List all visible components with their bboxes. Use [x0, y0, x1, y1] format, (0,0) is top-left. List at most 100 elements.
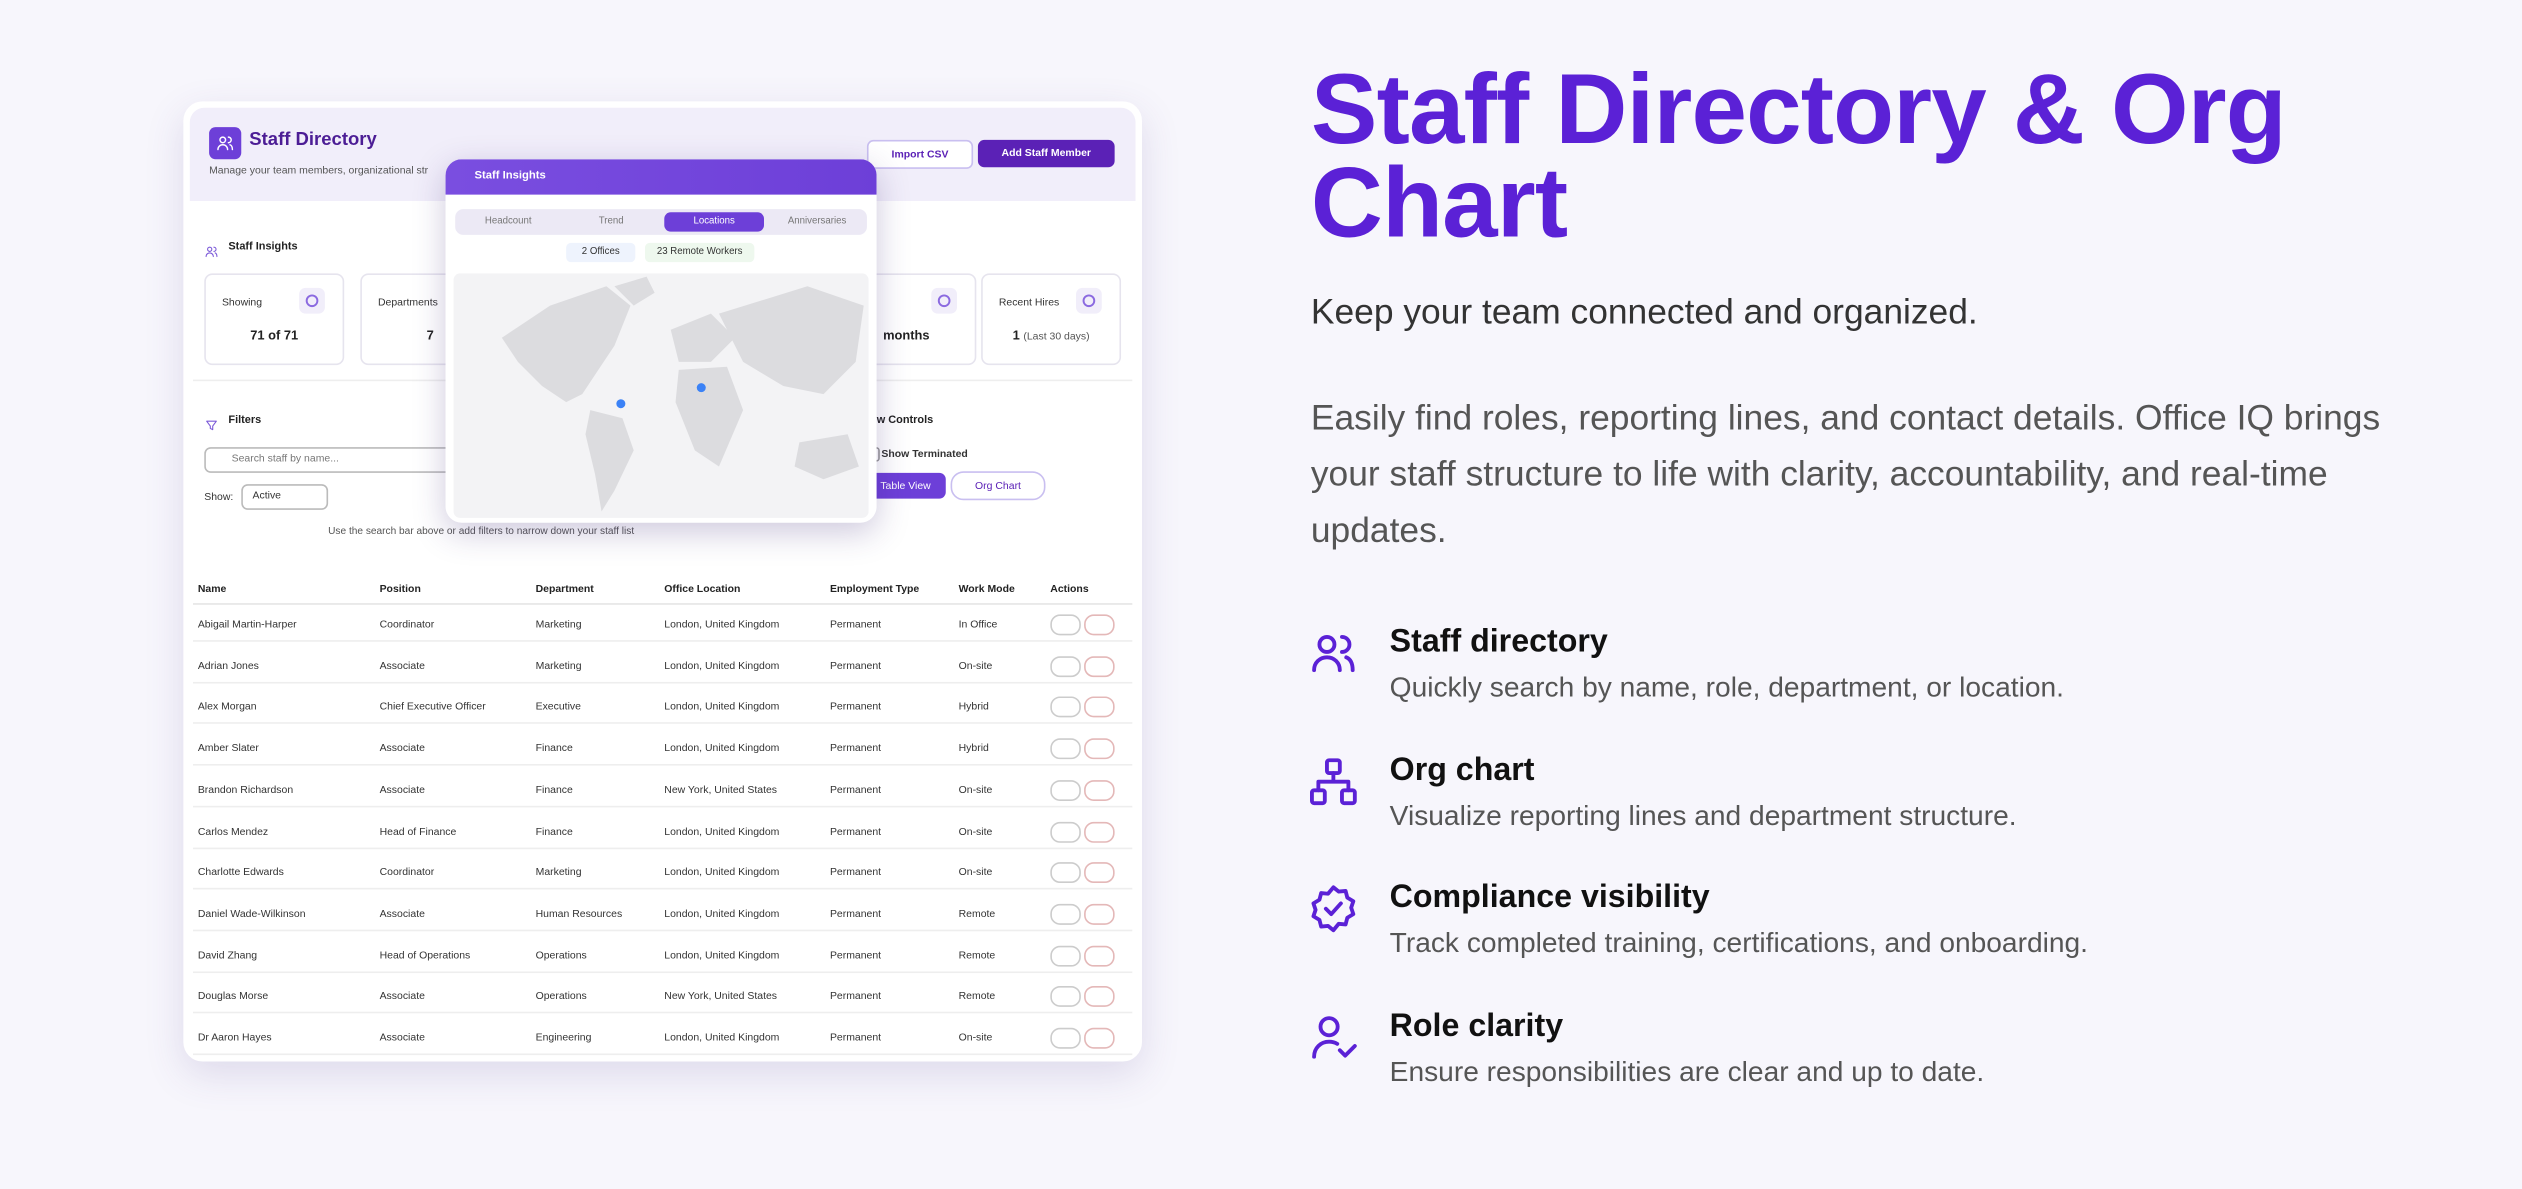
table-cell: Remote: [958, 991, 996, 1003]
table-cell: Associate: [379, 784, 425, 796]
table-cell: London, United Kingdom: [664, 660, 780, 672]
header-rule: [193, 603, 1133, 605]
remove-action[interactable]: [1084, 697, 1115, 718]
stat-value: 71 of 71: [206, 328, 343, 342]
filters-note: Use the search bar above or add filters …: [328, 525, 635, 538]
view-action[interactable]: [1050, 697, 1081, 718]
table-cell: Permanent: [829, 825, 882, 838]
checkbox-label: Show Terminated: [881, 448, 968, 461]
table-cell: Permanent: [829, 701, 882, 714]
table-cell: Permanent: [829, 619, 882, 631]
feature-description: Quickly search by name, role, department…: [1389, 670, 2064, 703]
table-cell: Permanent: [829, 1032, 882, 1044]
table-cell: On-site: [958, 1032, 993, 1044]
row-rule: [193, 1012, 1133, 1014]
view-action[interactable]: [1050, 779, 1081, 801]
table-cell: Finance: [535, 825, 573, 838]
feature-icon: [1308, 755, 1359, 806]
view-action[interactable]: [1050, 903, 1081, 925]
stat-icon: [299, 287, 325, 314]
stat-value: 7: [362, 328, 499, 342]
remove-action[interactable]: [1084, 779, 1115, 801]
view-action[interactable]: [1050, 862, 1081, 884]
app-title: Staff Directory: [249, 130, 377, 150]
view-action[interactable]: [1050, 738, 1081, 760]
table-cell: David Zhang: [197, 949, 258, 962]
tab[interactable]: Locations: [664, 212, 764, 232]
import-button[interactable]: Import CSV: [866, 139, 974, 169]
remove-action[interactable]: [1084, 945, 1115, 967]
column-header: Office Location: [664, 583, 741, 596]
table-cell: Executive: [535, 701, 581, 714]
table-cell: Remote: [958, 949, 996, 962]
insights-title: Staff Insights: [228, 241, 298, 253]
table-cell: London, United Kingdom: [664, 949, 780, 962]
table-cell: Finance: [535, 743, 573, 755]
table-cell: Dr Aaron Hayes: [197, 1032, 272, 1044]
table-cell: Permanent: [829, 867, 882, 879]
table-view-button[interactable]: Table View: [865, 472, 946, 499]
view-action[interactable]: [1050, 945, 1081, 967]
table-cell: Remote: [958, 908, 996, 920]
table-cell: New York, United States: [664, 784, 778, 796]
tab[interactable]: Anniversaries: [787, 217, 847, 227]
stat-note: (Last 30 days): [1023, 331, 1090, 343]
remove-action[interactable]: [1084, 614, 1115, 636]
feature-icon: [1308, 627, 1359, 678]
org-chart-button[interactable]: Org Chart: [950, 471, 1046, 501]
row-rule: [193, 722, 1133, 725]
stat-card: Showing 71 of 71: [204, 273, 345, 366]
tab[interactable]: Trend: [598, 217, 624, 227]
view-action[interactable]: [1050, 821, 1081, 843]
table-cell: Hybrid: [958, 743, 989, 755]
view-action[interactable]: [1050, 614, 1081, 636]
table-cell: Permanent: [829, 784, 882, 796]
stat-value: 1 (Last 30 days): [983, 328, 1120, 342]
row-rule: [193, 888, 1133, 890]
hero-paragraph: Easily find roles, reporting lines, and …: [1310, 397, 2381, 551]
table-cell: Associate: [379, 1032, 425, 1044]
remove-action[interactable]: [1084, 655, 1115, 677]
table-cell: On-site: [958, 784, 993, 796]
table-cell: Amber Slater: [197, 743, 259, 755]
column-header: Work Mode: [958, 583, 1015, 596]
stat-number: 71 of 71: [250, 328, 299, 343]
remove-action[interactable]: [1084, 903, 1115, 925]
table-cell: Coordinator: [379, 867, 435, 879]
table-cell: Permanent: [829, 949, 882, 962]
stat-label: Showing: [221, 297, 263, 309]
show-select[interactable]: Active: [241, 484, 329, 510]
view-action[interactable]: [1050, 655, 1081, 677]
filter-icon: [204, 412, 218, 431]
table-cell: On-site: [958, 867, 993, 879]
view-action[interactable]: [1050, 986, 1081, 1008]
row-rule: [193, 681, 1133, 684]
row-rule: [193, 764, 1133, 766]
stat-number: 7: [426, 328, 434, 343]
row-rule: [193, 1053, 1133, 1056]
add-button[interactable]: Add Staff Member: [977, 139, 1115, 168]
table-cell: Operations: [535, 949, 587, 962]
row-rule: [193, 805, 1133, 808]
stat-label: Recent Hires: [998, 297, 1060, 309]
map: [453, 273, 869, 518]
table-cell: London, United Kingdom: [664, 743, 780, 755]
table-cell: Human Resources: [535, 908, 623, 920]
table-cell: In Office: [958, 619, 998, 631]
remove-action[interactable]: [1084, 862, 1115, 884]
remove-action[interactable]: [1084, 821, 1115, 843]
hero-title: Staff Directory & Org Chart: [1310, 54, 2287, 259]
logo: [209, 127, 242, 160]
remove-action[interactable]: [1084, 986, 1115, 1008]
tab[interactable]: Headcount: [484, 217, 532, 227]
table-cell: Brandon Richardson: [197, 784, 294, 796]
table-cell: Finance: [535, 784, 573, 796]
remove-action[interactable]: [1084, 1027, 1115, 1049]
table-cell: New York, United States: [664, 991, 778, 1003]
feature-title: Role clarity: [1389, 1008, 1564, 1045]
table-cell: Associate: [379, 991, 425, 1003]
stat-number: 1: [1012, 328, 1020, 343]
stat-value: months: [838, 328, 975, 342]
remove-action[interactable]: [1084, 738, 1115, 760]
view-action[interactable]: [1050, 1027, 1081, 1049]
